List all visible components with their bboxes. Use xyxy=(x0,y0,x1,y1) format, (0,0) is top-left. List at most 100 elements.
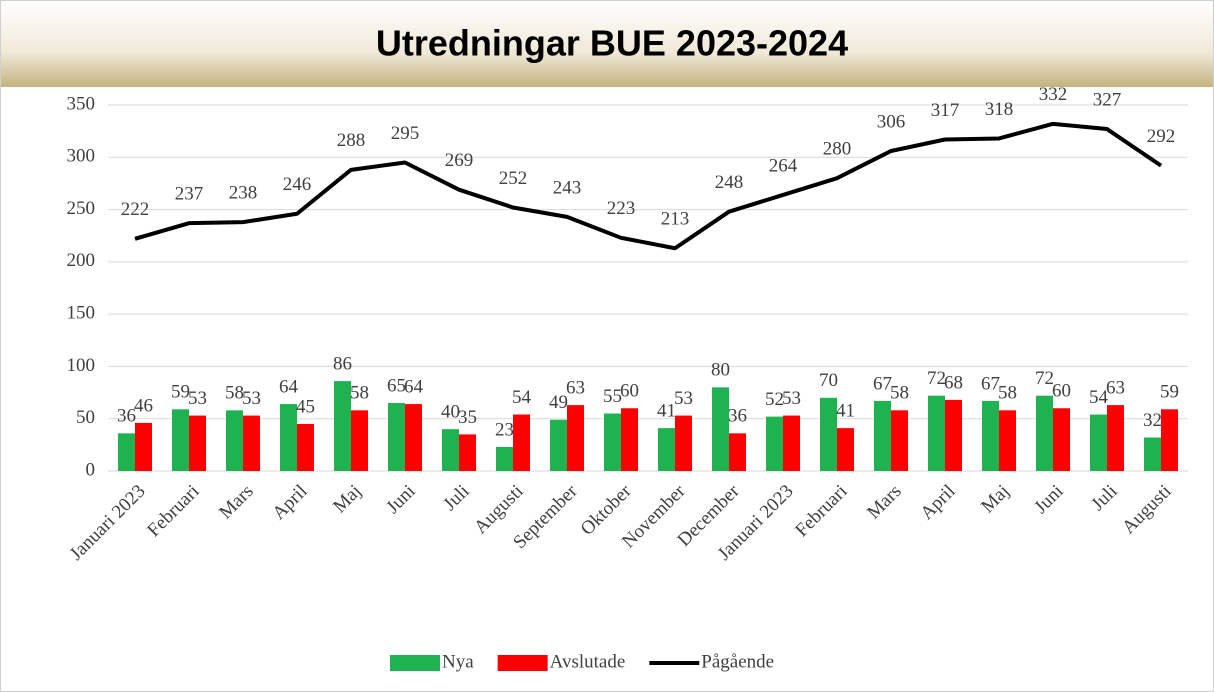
data-label: 54 xyxy=(1089,387,1109,408)
bar xyxy=(118,433,135,471)
data-label: 248 xyxy=(715,172,744,193)
bar xyxy=(442,429,459,471)
data-label: 58 xyxy=(890,383,909,404)
data-label: 41 xyxy=(836,400,855,421)
data-label: 58 xyxy=(225,383,244,404)
bar xyxy=(945,399,962,471)
bar xyxy=(891,410,908,471)
data-label: 32 xyxy=(1143,410,1162,431)
data-label: 280 xyxy=(823,139,852,160)
bar xyxy=(280,404,297,471)
data-label: 60 xyxy=(1052,381,1071,402)
bar xyxy=(189,415,206,471)
data-label: 317 xyxy=(931,100,960,121)
data-label: 55 xyxy=(603,386,622,407)
data-label: 288 xyxy=(337,130,366,151)
data-label: 264 xyxy=(769,155,798,176)
data-label: 243 xyxy=(553,177,582,198)
bar xyxy=(1161,409,1178,471)
data-label: 53 xyxy=(242,388,261,409)
data-label: 80 xyxy=(711,360,730,381)
data-label: 327 xyxy=(1093,89,1122,110)
legend-label: Nya xyxy=(442,651,474,672)
bar xyxy=(388,403,405,471)
data-label: 246 xyxy=(283,174,312,195)
data-label: 64 xyxy=(279,376,299,397)
bar xyxy=(1036,395,1053,471)
bar xyxy=(459,434,476,471)
data-label: 68 xyxy=(944,372,963,393)
data-label: 53 xyxy=(674,388,693,409)
bar xyxy=(297,423,314,471)
bar xyxy=(658,428,675,471)
bar xyxy=(837,428,854,471)
bar xyxy=(135,422,152,471)
data-label: 63 xyxy=(566,377,585,398)
bar xyxy=(729,433,746,471)
data-label: 35 xyxy=(458,407,477,428)
legend-label: Avslutade xyxy=(550,651,626,672)
y-tick-label: 350 xyxy=(67,93,96,114)
data-label: 292 xyxy=(1147,126,1176,147)
data-label: 306 xyxy=(877,111,906,132)
data-label: 59 xyxy=(171,382,190,403)
bar xyxy=(604,413,621,471)
data-label: 72 xyxy=(1035,368,1054,389)
data-label: 67 xyxy=(981,373,1000,394)
bar xyxy=(1053,408,1070,471)
data-label: 36 xyxy=(728,406,747,427)
data-label: 53 xyxy=(188,388,207,409)
y-tick-label: 0 xyxy=(86,459,96,480)
bar xyxy=(766,416,783,471)
data-label: 70 xyxy=(819,370,838,391)
data-label: 223 xyxy=(607,198,636,219)
bar xyxy=(621,408,638,471)
legend-label: Pågående xyxy=(701,651,774,672)
bar xyxy=(1090,414,1107,471)
bar xyxy=(334,381,351,471)
data-label: 86 xyxy=(333,353,352,374)
data-label: 60 xyxy=(620,381,639,402)
line xyxy=(134,121,1163,251)
data-label: 295 xyxy=(391,123,420,144)
bar xyxy=(999,410,1016,471)
y-tick-label: 200 xyxy=(67,250,96,271)
data-label: 40 xyxy=(441,402,460,423)
data-label: 237 xyxy=(175,184,204,205)
bar xyxy=(928,395,945,471)
data-label: 269 xyxy=(445,150,474,171)
data-label: 36 xyxy=(117,406,136,427)
legend-swatch xyxy=(497,655,548,671)
y-tick-label: 50 xyxy=(76,407,95,428)
bar xyxy=(675,415,692,471)
title-banner xyxy=(1,1,1213,87)
data-label: 45 xyxy=(296,396,315,417)
data-label: 63 xyxy=(1106,377,1125,398)
data-label: 72 xyxy=(927,368,946,389)
bar xyxy=(874,400,891,471)
bar xyxy=(820,397,837,471)
bar xyxy=(226,410,243,471)
data-label: 64 xyxy=(404,376,424,397)
bar xyxy=(172,409,189,471)
bar xyxy=(1144,437,1161,471)
y-tick-label: 100 xyxy=(67,355,96,376)
data-label: 252 xyxy=(499,168,528,189)
data-label: 59 xyxy=(1160,382,1179,403)
data-label: 332 xyxy=(1039,84,1068,105)
bar xyxy=(712,387,729,471)
data-label: 54 xyxy=(512,387,532,408)
data-label: 67 xyxy=(873,373,892,394)
data-label: 46 xyxy=(134,395,153,416)
bar xyxy=(982,400,999,471)
data-label: 222 xyxy=(121,199,150,220)
legend-swatch xyxy=(390,655,440,671)
bar xyxy=(783,415,800,471)
data-label: 58 xyxy=(350,383,369,404)
chart-title: Utredningar BUE 2023-2024 xyxy=(376,23,848,64)
bar xyxy=(550,419,567,471)
y-tick-label: 300 xyxy=(67,146,96,167)
